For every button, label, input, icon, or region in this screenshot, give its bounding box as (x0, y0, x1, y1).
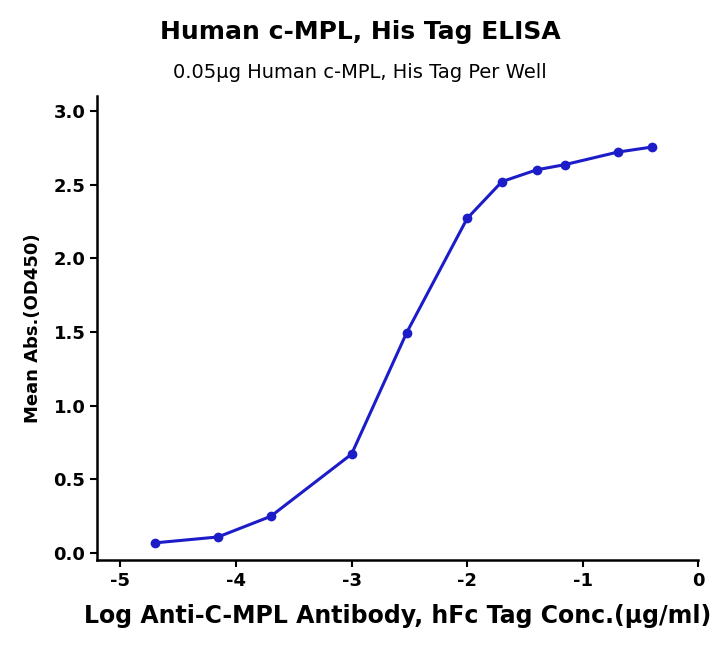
X-axis label: Log Anti-C-MPL Antibody, hFc Tag Conc.(μg/ml): Log Anti-C-MPL Antibody, hFc Tag Conc.(μ… (84, 604, 711, 628)
Y-axis label: Mean Abs.(OD450): Mean Abs.(OD450) (24, 233, 42, 423)
Text: Human c-MPL, His Tag ELISA: Human c-MPL, His Tag ELISA (160, 20, 560, 44)
Text: 0.05μg Human c-MPL, His Tag Per Well: 0.05μg Human c-MPL, His Tag Per Well (173, 63, 547, 82)
